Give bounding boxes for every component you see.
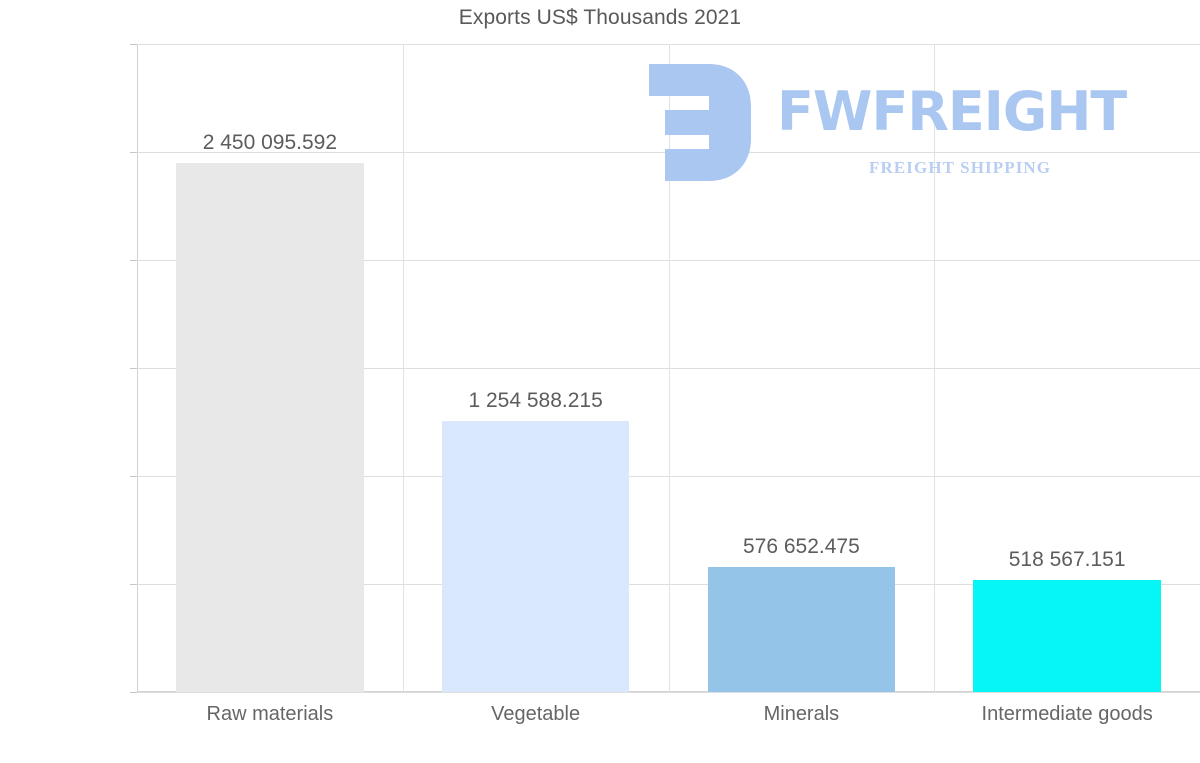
- x-axis-tick-label: Raw materials: [206, 703, 334, 725]
- gridline-horizontal: [137, 368, 1200, 369]
- bar-value-label: 518 567.151: [1008, 547, 1126, 571]
- gridline-category-divider: [669, 44, 670, 692]
- x-axis-tick-label: Minerals: [763, 703, 840, 725]
- x-axis-tick-label: Intermediate goods: [981, 703, 1153, 725]
- chart-title: Exports US$ Thousands 2021: [458, 6, 742, 29]
- plot-area: [130, 44, 1200, 693]
- bar-vegetable[interactable]: [441, 421, 630, 692]
- y-axis-tick-mark: [130, 692, 137, 693]
- bar-value-label: 2 450 095.592: [202, 130, 338, 154]
- gridline-category-divider: [934, 44, 935, 692]
- bar-value-label: 1 254 588.215: [468, 389, 603, 412]
- gridline-horizontal: [137, 692, 1200, 693]
- x-axis-tick-label: Vegetable: [491, 703, 581, 725]
- gridline-horizontal: [137, 476, 1200, 477]
- bar-value-label: 576 652.475: [742, 535, 860, 559]
- y-axis-tick-mark: [130, 44, 137, 45]
- y-axis-tick-mark: [130, 152, 137, 153]
- bar-intermediate-goods[interactable]: [973, 580, 1161, 692]
- y-axis-tick-mark: [130, 476, 137, 477]
- y-axis-tick-mark: [130, 368, 137, 369]
- x-axis-baseline: [137, 691, 1200, 692]
- gridline-category-divider: [403, 44, 404, 692]
- bar-raw-materials[interactable]: [176, 162, 364, 692]
- y-axis-tick-mark: [130, 584, 137, 585]
- gridline-horizontal: [137, 584, 1200, 585]
- gridline-horizontal: [137, 260, 1200, 261]
- bar-minerals[interactable]: [707, 567, 896, 692]
- gridline-horizontal: [137, 44, 1200, 45]
- y-axis-tick-mark: [130, 260, 137, 261]
